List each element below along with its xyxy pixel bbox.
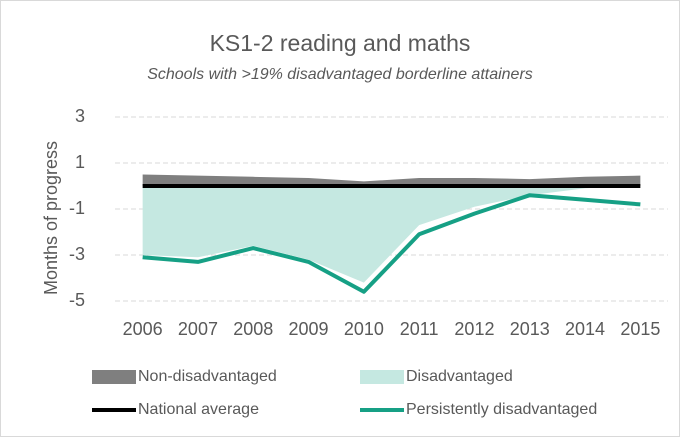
legend-label: Non-disadvantaged: [138, 368, 277, 385]
x-tick-label: 2015: [620, 319, 660, 339]
line: [142, 193, 641, 294]
y-axis-label: Months of progress: [41, 141, 61, 295]
x-tick-label: 2014: [565, 319, 605, 339]
x-tick-label: 2009: [289, 319, 329, 339]
x-tick-label: 2012: [454, 319, 494, 339]
legend-swatch: [92, 370, 136, 384]
legend-label: National average: [138, 401, 259, 418]
x-tick-label: 2010: [344, 319, 384, 339]
area: [142, 186, 641, 283]
legend-label: Persistently disadvantaged: [406, 401, 597, 418]
y-tick-label: -1: [69, 198, 85, 218]
x-tick-label: 2008: [233, 319, 273, 339]
y-tick-label: -5: [69, 290, 85, 310]
y-tick-label: -3: [69, 244, 85, 264]
x-tick-label: 2011: [400, 319, 439, 339]
area: [142, 174, 641, 186]
y-tick-label: 3: [75, 106, 85, 126]
x-tick-label: 2007: [178, 319, 218, 339]
y-tick-label: 1: [75, 152, 85, 172]
x-tick-label: 2006: [123, 319, 163, 339]
legend-label: Disadvantaged: [406, 368, 513, 385]
chart-title: KS1-2 reading and maths: [210, 30, 471, 56]
legend-swatch: [360, 370, 404, 384]
chart-subtitle: Schools with >19% disadvantaged borderli…: [147, 66, 533, 83]
x-tick-label: 2013: [510, 319, 550, 339]
